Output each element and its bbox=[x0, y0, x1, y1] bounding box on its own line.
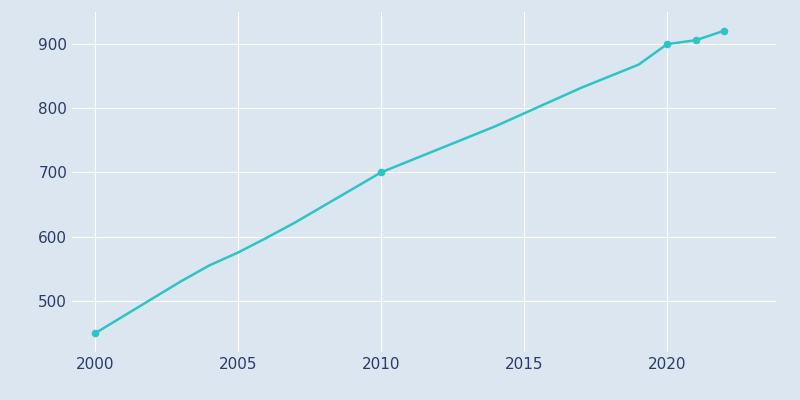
Point bbox=[89, 330, 102, 336]
Point bbox=[718, 28, 731, 34]
Point bbox=[374, 169, 387, 176]
Point bbox=[661, 41, 674, 47]
Point bbox=[690, 37, 702, 44]
